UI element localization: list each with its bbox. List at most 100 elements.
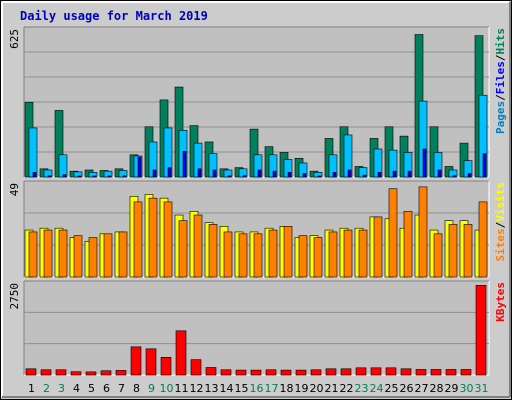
files-bar xyxy=(28,127,38,178)
files-bar xyxy=(58,154,68,178)
x-tick-label: 13 xyxy=(205,382,219,395)
legend-entry-pages: Pages xyxy=(494,101,507,134)
kbytes-bar xyxy=(265,369,277,376)
sites-bar xyxy=(268,229,278,278)
pages-bar xyxy=(242,175,247,178)
pages-bar xyxy=(47,175,52,178)
x-tick-label: 3 xyxy=(58,382,65,395)
kbytes-bar xyxy=(415,369,427,376)
sites-bar xyxy=(148,197,158,278)
sites-bar xyxy=(178,220,188,278)
kbytes-bar xyxy=(100,370,112,376)
sites-bar xyxy=(388,188,398,278)
kbytes-bar xyxy=(55,369,67,376)
sites-bar xyxy=(373,216,383,278)
legend-separator: / xyxy=(494,54,507,61)
pages-bar xyxy=(137,156,142,178)
x-tick-label: 22 xyxy=(340,382,354,395)
sites-bar xyxy=(253,233,263,278)
pages-bar xyxy=(107,175,112,178)
kbytes-bar xyxy=(445,369,457,376)
sites-bar xyxy=(118,231,128,278)
pages-bar xyxy=(182,151,187,178)
pages-bar xyxy=(407,170,412,178)
kbytes-bar xyxy=(250,369,262,376)
kbytes-bar xyxy=(310,369,322,376)
pages-bar xyxy=(287,172,292,178)
pages-bar xyxy=(362,174,367,178)
sites-bar xyxy=(133,201,143,278)
kbytes-bar xyxy=(400,368,412,376)
kbytes-bar xyxy=(355,367,367,376)
sites-bar xyxy=(343,229,353,278)
legend-separator: / xyxy=(494,221,507,228)
kbytes-bar xyxy=(70,371,82,376)
sites-bar xyxy=(403,210,413,278)
sites-bar xyxy=(103,233,113,278)
kbytes-bar xyxy=(205,367,217,376)
pages-bar xyxy=(212,169,217,178)
kbytes-bar xyxy=(295,369,307,376)
pages-bar xyxy=(347,169,352,178)
x-tick-label: 26 xyxy=(400,382,414,395)
pages-bar xyxy=(167,167,172,178)
kbytes-legend: KBytes xyxy=(494,282,507,322)
kbytes-bar xyxy=(460,369,472,376)
kbytes-bar xyxy=(175,330,187,376)
x-tick-label: 29 xyxy=(445,382,459,395)
sites-bar xyxy=(88,237,98,278)
sites-bar xyxy=(193,214,203,278)
visits-sites-ymax-label: 49 xyxy=(8,183,21,196)
sites-bar xyxy=(238,233,248,278)
kbytes-panel-bg xyxy=(24,281,489,375)
pages-bar xyxy=(92,175,97,178)
kbytes-bar xyxy=(325,368,337,376)
visits-sites-legend: Sites/Visits xyxy=(494,182,507,262)
pages-bar xyxy=(272,170,277,178)
sites-bar xyxy=(208,224,218,278)
sites-bar xyxy=(433,233,443,278)
x-tick-label: 11 xyxy=(175,382,189,395)
x-tick-label: 14 xyxy=(220,382,234,395)
sites-bar xyxy=(298,235,308,278)
x-tick-label: 18 xyxy=(280,382,294,395)
kbytes-bar xyxy=(85,371,97,376)
x-tick-label: 5 xyxy=(88,382,95,395)
pages-bar xyxy=(197,168,202,178)
kbytes-ymax-label: 2750 xyxy=(8,283,21,310)
kbytes-bar xyxy=(280,369,292,376)
pages-bar xyxy=(377,172,382,178)
sites-bar xyxy=(163,201,173,278)
pages-bar xyxy=(227,175,232,178)
x-tick-label: 24 xyxy=(370,382,384,395)
pages-bar xyxy=(482,153,487,178)
x-tick-label: 31 xyxy=(475,382,489,395)
sites-bar xyxy=(313,237,323,278)
sites-bar xyxy=(28,231,38,278)
kbytes-bar xyxy=(340,368,352,376)
x-tick-label: 6 xyxy=(103,382,110,395)
x-tick-label: 17 xyxy=(265,382,279,395)
x-tick-label: 30 xyxy=(460,382,474,395)
pages-bar xyxy=(152,169,157,178)
kbytes-bar xyxy=(25,368,37,376)
pages-bar xyxy=(77,175,82,178)
x-tick-label: 12 xyxy=(190,382,204,395)
pages-bar xyxy=(317,175,322,178)
pages-bar xyxy=(392,170,397,178)
kbytes-bar xyxy=(40,369,52,376)
legend-entry-kbytes: KBytes xyxy=(494,282,507,322)
sites-bar xyxy=(463,224,473,278)
x-tick-label: 25 xyxy=(385,382,399,395)
sites-bar xyxy=(418,186,428,278)
legend-separator: / xyxy=(494,94,507,101)
x-tick-label: 15 xyxy=(235,382,249,395)
kbytes-bar xyxy=(160,357,172,376)
sites-bar xyxy=(448,224,458,278)
x-tick-label: 4 xyxy=(73,382,80,395)
chart-title: Daily usage for March 2019 xyxy=(20,9,208,23)
pages-bar xyxy=(422,148,427,178)
pages-bar xyxy=(452,175,457,178)
sites-bar xyxy=(58,229,68,278)
